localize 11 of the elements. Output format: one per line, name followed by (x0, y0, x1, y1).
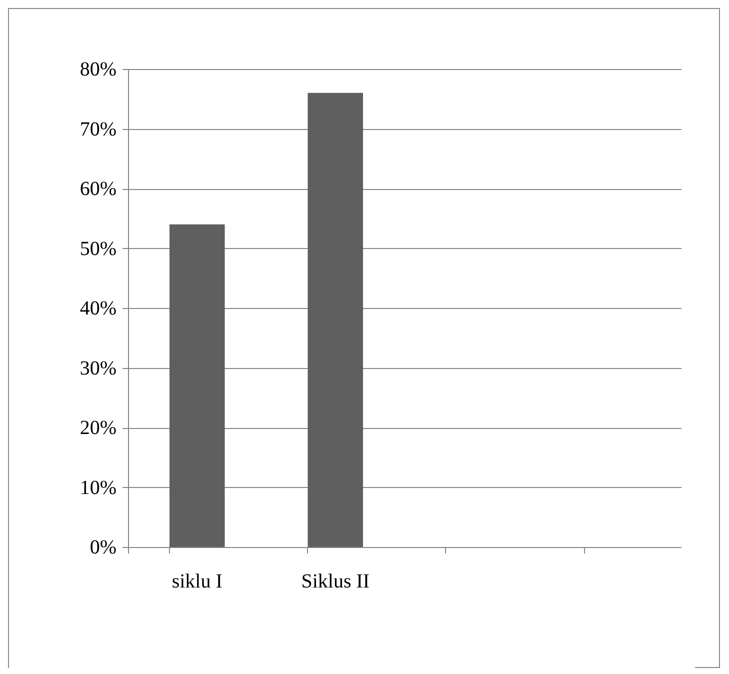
x-tick-label: Siklus II (301, 570, 370, 592)
y-tick-label: 10% (80, 476, 116, 499)
y-tick-label: 40% (80, 298, 116, 320)
y-tick-label: 0% (90, 536, 116, 558)
y-tick-label: 70% (80, 118, 116, 140)
y-tick-label: 30% (80, 357, 116, 380)
y-tick-label: 50% (80, 238, 116, 260)
y-tick-label: 20% (80, 417, 116, 439)
y-tick-label: 60% (80, 178, 116, 200)
x-tick-label: siklu I (172, 570, 222, 592)
y-tick-label: 80% (80, 58, 116, 80)
